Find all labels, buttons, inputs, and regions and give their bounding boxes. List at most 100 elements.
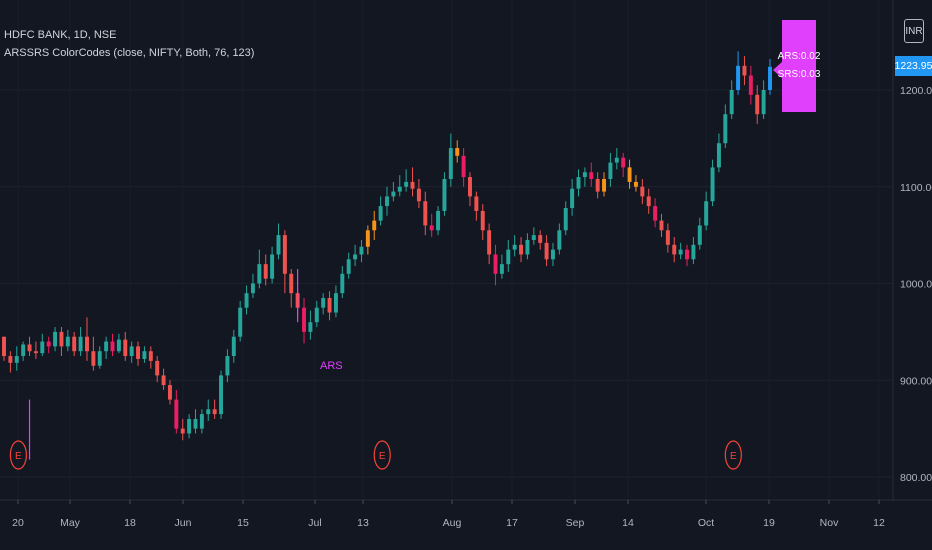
candle-body (206, 409, 211, 415)
candle-body (710, 167, 715, 202)
candle-body (595, 179, 600, 192)
price-tick-label: 1100.00 (900, 182, 932, 194)
candle-body (282, 235, 287, 274)
candle-body (231, 336, 236, 357)
currency-button[interactable]: INR (904, 19, 924, 43)
candle-body (33, 351, 38, 354)
candles (2, 51, 772, 441)
time-tick-label: 19 (763, 517, 775, 529)
candle-body (429, 225, 434, 231)
time-tick-label: 14 (622, 517, 634, 529)
candle-body (608, 162, 613, 180)
candle-body (85, 336, 89, 352)
ars-marker-label: ARS (320, 360, 343, 372)
candle-body (193, 418, 198, 429)
candle-body (582, 172, 587, 178)
candle-body (442, 179, 447, 211)
earnings-marker[interactable]: E (9, 440, 27, 470)
candle-body (372, 220, 377, 231)
candle-body (78, 336, 83, 352)
candle-body (519, 244, 524, 255)
earnings-letter: E (15, 451, 22, 462)
candle-body (685, 249, 689, 260)
candle-body (321, 298, 326, 308)
candle-body (378, 206, 383, 221)
symbol-title: HDFC BANK, 1D, NSE (4, 29, 117, 41)
candle-body (257, 264, 262, 284)
candle-body (665, 230, 670, 245)
candle-body (276, 235, 281, 255)
candle-body (40, 341, 45, 354)
candle-body (531, 235, 536, 240)
study-legend[interactable]: ARSSRS ColorCodes (close, NIFTY, Both, 7… (4, 47, 255, 59)
time-tick-label: Aug (443, 517, 462, 529)
time-tick-label: 15 (237, 517, 249, 529)
candle-body (468, 177, 472, 197)
candle-body (614, 157, 619, 163)
candle-body (104, 341, 109, 352)
candle-body (129, 346, 134, 357)
time-tick-label: 13 (357, 517, 369, 529)
ars-value: ARS:0.02 (777, 51, 821, 62)
candle-body (404, 181, 409, 187)
price-tick-label: 1000.00 (900, 279, 932, 291)
ars-srs-callout: ARS:0.02 SRS:0.03 (778, 20, 820, 112)
candle-body (742, 65, 747, 76)
candle-body (91, 351, 96, 366)
price-tick-label: 1200.00 (900, 85, 932, 97)
candle-body (244, 293, 249, 308)
candle-body (289, 273, 294, 294)
candle-body (570, 188, 575, 209)
candle-body (499, 264, 504, 274)
candle-body (199, 414, 204, 429)
candle-body (263, 264, 268, 279)
candle-body (525, 239, 530, 255)
price-tick-label: 900.00 (900, 375, 932, 387)
candle-body (21, 344, 26, 357)
candle-body (736, 65, 741, 90)
candle-body (219, 375, 224, 415)
candle-body (563, 208, 568, 231)
earnings-marker[interactable]: E (373, 440, 391, 470)
candle-body (314, 307, 319, 323)
candle-body (340, 273, 345, 294)
earnings-marker[interactable]: E (724, 440, 742, 470)
candle-body (416, 188, 421, 202)
candle-body (729, 90, 734, 115)
candle-body (97, 351, 102, 366)
earnings-letter: E (379, 451, 386, 462)
candle-body (53, 331, 58, 347)
candle-body (46, 341, 51, 347)
candle-body (225, 356, 230, 376)
candle-body (755, 94, 760, 115)
candle-body (270, 254, 275, 279)
candle-body (653, 206, 658, 221)
time-tick-label: 18 (124, 517, 136, 529)
candle-body (333, 293, 338, 313)
candle-body (627, 167, 632, 182)
candle-body (142, 351, 147, 359)
candle-body (512, 244, 517, 250)
time-tick-label: Nov (820, 517, 839, 529)
candle-body (474, 196, 479, 211)
time-tick-label: Oct (698, 517, 714, 529)
candle-body (302, 307, 306, 332)
time-axis[interactable]: 20 May 18 Jun 15 Jul 13 Aug 17 Sep 14 Oct 19 Nov 12 (12, 500, 885, 529)
candle-body (723, 114, 728, 144)
time-tick-label: 20 (12, 517, 24, 529)
earnings-circle (724, 440, 742, 470)
candle-body (359, 246, 364, 255)
candle-body (391, 191, 396, 197)
candle-body (761, 90, 766, 115)
candle-body (365, 230, 370, 247)
candle-body (250, 283, 255, 294)
earnings-circle (373, 440, 391, 470)
candle-body (353, 254, 358, 260)
price-tick-label: 800.00 (900, 472, 932, 484)
price-axis[interactable]: 800.00 900.00 1000.00 1100.00 1200.00 (900, 85, 932, 484)
candle-body (110, 341, 115, 352)
candle-body (621, 157, 626, 168)
